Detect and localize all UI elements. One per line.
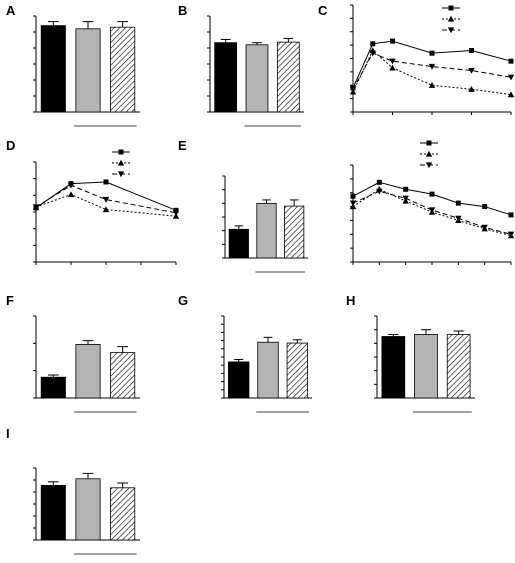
panel-a-bar-dio bbox=[40, 25, 66, 113]
panel-e-bar-2h bbox=[256, 202, 277, 259]
panel-e2-data-point bbox=[403, 186, 409, 192]
panel-e2-data-point bbox=[402, 195, 409, 202]
panel-h-bar-16h bbox=[446, 334, 471, 399]
panel-d-data-point bbox=[102, 196, 110, 203]
panel-c-data-point bbox=[390, 38, 395, 44]
panel-c-data-point bbox=[507, 74, 515, 81]
panel-e2-data-point bbox=[349, 200, 357, 207]
panel-b-bar-dio bbox=[214, 42, 238, 113]
panel-e2-data-point bbox=[455, 200, 461, 206]
panel-letter-b: B bbox=[178, 3, 187, 18]
panel-g-bar-16h bbox=[286, 342, 309, 399]
panel-c-series-line-dio bbox=[352, 40, 512, 89]
panel-c-data-point bbox=[370, 41, 376, 47]
panel-c-legend-marker bbox=[447, 15, 455, 22]
panel-e2-data-point bbox=[455, 215, 462, 222]
panel-e2-data-point bbox=[350, 193, 356, 199]
panel-e2-data-point bbox=[376, 188, 383, 195]
panel-e2-legend-marker bbox=[425, 162, 433, 169]
panel-i-bar-dio bbox=[40, 484, 66, 541]
panel-f-bar-dio bbox=[40, 376, 66, 399]
panel-e2-data-point bbox=[508, 212, 514, 218]
panel-letter-a: A bbox=[6, 3, 16, 18]
panel-c-series-line-dio-ae16h bbox=[352, 52, 512, 90]
panel-e2-legend-marker bbox=[426, 140, 432, 146]
panel-c-series-line-dio-ae2h bbox=[352, 49, 512, 96]
panel-c-data-point bbox=[369, 50, 376, 57]
panel-d-legend-marker bbox=[117, 159, 125, 166]
panel-d-legend-marker bbox=[117, 171, 125, 178]
panel-d-data-point bbox=[67, 191, 75, 198]
panel-letter-e: E bbox=[178, 138, 187, 153]
panel-i-bar-16h bbox=[110, 487, 136, 541]
panel-d-series-line-dio-ae16h bbox=[35, 184, 177, 214]
panel-e2-data-point bbox=[429, 191, 435, 197]
panel-c-data-point bbox=[468, 67, 475, 74]
panel-c-legend-marker bbox=[448, 5, 454, 11]
panel-d-data-point bbox=[67, 182, 75, 189]
panel-c-data-point bbox=[508, 58, 514, 64]
panel-f-bar-16h bbox=[110, 352, 136, 399]
panel-letter-d: D bbox=[6, 138, 15, 153]
panel-b-bar-16h bbox=[276, 41, 300, 113]
panel-e-bar-16h bbox=[284, 205, 305, 259]
panel-h-bar-dio bbox=[381, 336, 406, 399]
panel-d-series-line-dio-ae2h bbox=[35, 193, 177, 217]
panel-c-data-point bbox=[468, 86, 475, 92]
panel-d-data-point bbox=[102, 206, 110, 213]
panel-e2-data-point bbox=[482, 204, 488, 210]
panel-d-series-line-dio bbox=[35, 181, 177, 211]
panel-e-bar-dio bbox=[228, 228, 249, 259]
panel-e2-data-point bbox=[481, 224, 488, 231]
panel-c-data-point bbox=[389, 58, 396, 65]
panel-d-data-point bbox=[32, 204, 40, 211]
panel-d-legend-marker bbox=[118, 149, 124, 155]
panel-c-data-point bbox=[469, 47, 474, 53]
panel-a-bar-16h bbox=[110, 26, 136, 113]
panel-d-data-point bbox=[103, 179, 109, 185]
panel-e2-data-point bbox=[428, 207, 436, 214]
panel-a-bar-2h bbox=[75, 28, 101, 113]
panel-letter-h: H bbox=[346, 293, 355, 308]
panel-letter-g: G bbox=[178, 293, 188, 308]
panel-letter-f: F bbox=[6, 293, 14, 308]
panel-e2-data-point bbox=[507, 231, 515, 238]
panel-e2-data-point bbox=[376, 179, 382, 185]
panel-c-data-point bbox=[428, 63, 436, 70]
panel-c-data-point bbox=[429, 50, 435, 56]
panel-h-bar-2h bbox=[414, 334, 438, 399]
panel-b-bar-2h bbox=[245, 44, 269, 113]
panel-f-bar-2h bbox=[75, 344, 101, 399]
panel-c-data-point bbox=[389, 64, 396, 71]
panel-g-bar-2h bbox=[257, 341, 279, 399]
panel-c-data-point bbox=[507, 91, 515, 98]
panel-c-data-point bbox=[349, 86, 357, 93]
panel-letter-i: I bbox=[6, 426, 10, 441]
panel-i-bar-2h bbox=[75, 478, 101, 541]
panel-letter-c: C bbox=[318, 3, 328, 18]
panel-c-data-point bbox=[428, 82, 436, 88]
panel-d-data-point bbox=[172, 210, 180, 217]
panel-c-legend-marker bbox=[447, 27, 455, 34]
panel-e2-legend-marker bbox=[425, 150, 433, 157]
panel-g-bar-dio bbox=[227, 361, 250, 399]
